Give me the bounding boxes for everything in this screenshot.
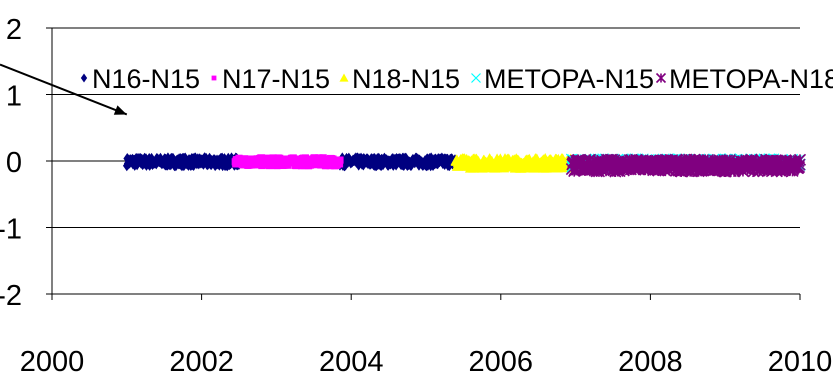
legend-item: N16-N15: [80, 64, 200, 94]
legend-label: N17-N15: [222, 64, 330, 94]
data-point: [793, 153, 807, 166]
y-tick-label: -2: [0, 280, 22, 312]
data-point: [335, 160, 344, 168]
legend-marker: [471, 73, 481, 83]
y-tick-label: 0: [6, 147, 22, 179]
y-tick-label: 2: [6, 14, 22, 46]
axes: [46, 27, 801, 300]
legend-marker: [80, 73, 88, 83]
x-tick-label: 2006: [469, 346, 534, 378]
data-points: [122, 152, 807, 178]
x-tick-label: 2004: [319, 346, 384, 378]
legend: N16-N15 N17-N15 N18-N15 METOPA-N15 METOPA-N1…: [80, 64, 833, 94]
x-tick-label: 2000: [20, 346, 85, 378]
legend-item: METOPA-N18: [655, 64, 833, 94]
annotations: [0, 63, 128, 116]
x-tick-label: 2010: [768, 346, 833, 378]
legend-label: METOPA-N15: [484, 64, 654, 94]
y-tick-label: -1: [0, 214, 22, 246]
legend-label: N16-N15: [92, 64, 200, 94]
series-METOPA-N18: [565, 153, 807, 178]
data-point: [402, 152, 410, 164]
y-tick-label: 1: [6, 81, 22, 113]
legend-marker: [211, 75, 217, 81]
data-point: [336, 156, 344, 164]
legend-item: N18-N15: [339, 64, 460, 94]
series-N18-N15: [450, 153, 582, 173]
legend-marker: [655, 72, 667, 84]
x-tick-label: 2002: [169, 346, 234, 378]
legend-marker: [339, 73, 349, 82]
legend-item: METOPA-N15: [471, 64, 654, 94]
annotation-arrow-line: [0, 63, 128, 116]
tick-labels: -2 -1 0 1 2 2000 2002 2004 2006 2008 2010: [0, 14, 832, 378]
gridlines: [52, 27, 800, 228]
x-tick-label: 2008: [618, 346, 683, 378]
series-N17-N15: [231, 154, 344, 170]
legend-label: N18-N15: [352, 64, 460, 94]
legend-item: N17-N15: [211, 64, 330, 94]
legend-label: METOPA-N18: [669, 64, 833, 94]
annotation-arrow-head: [113, 105, 127, 115]
